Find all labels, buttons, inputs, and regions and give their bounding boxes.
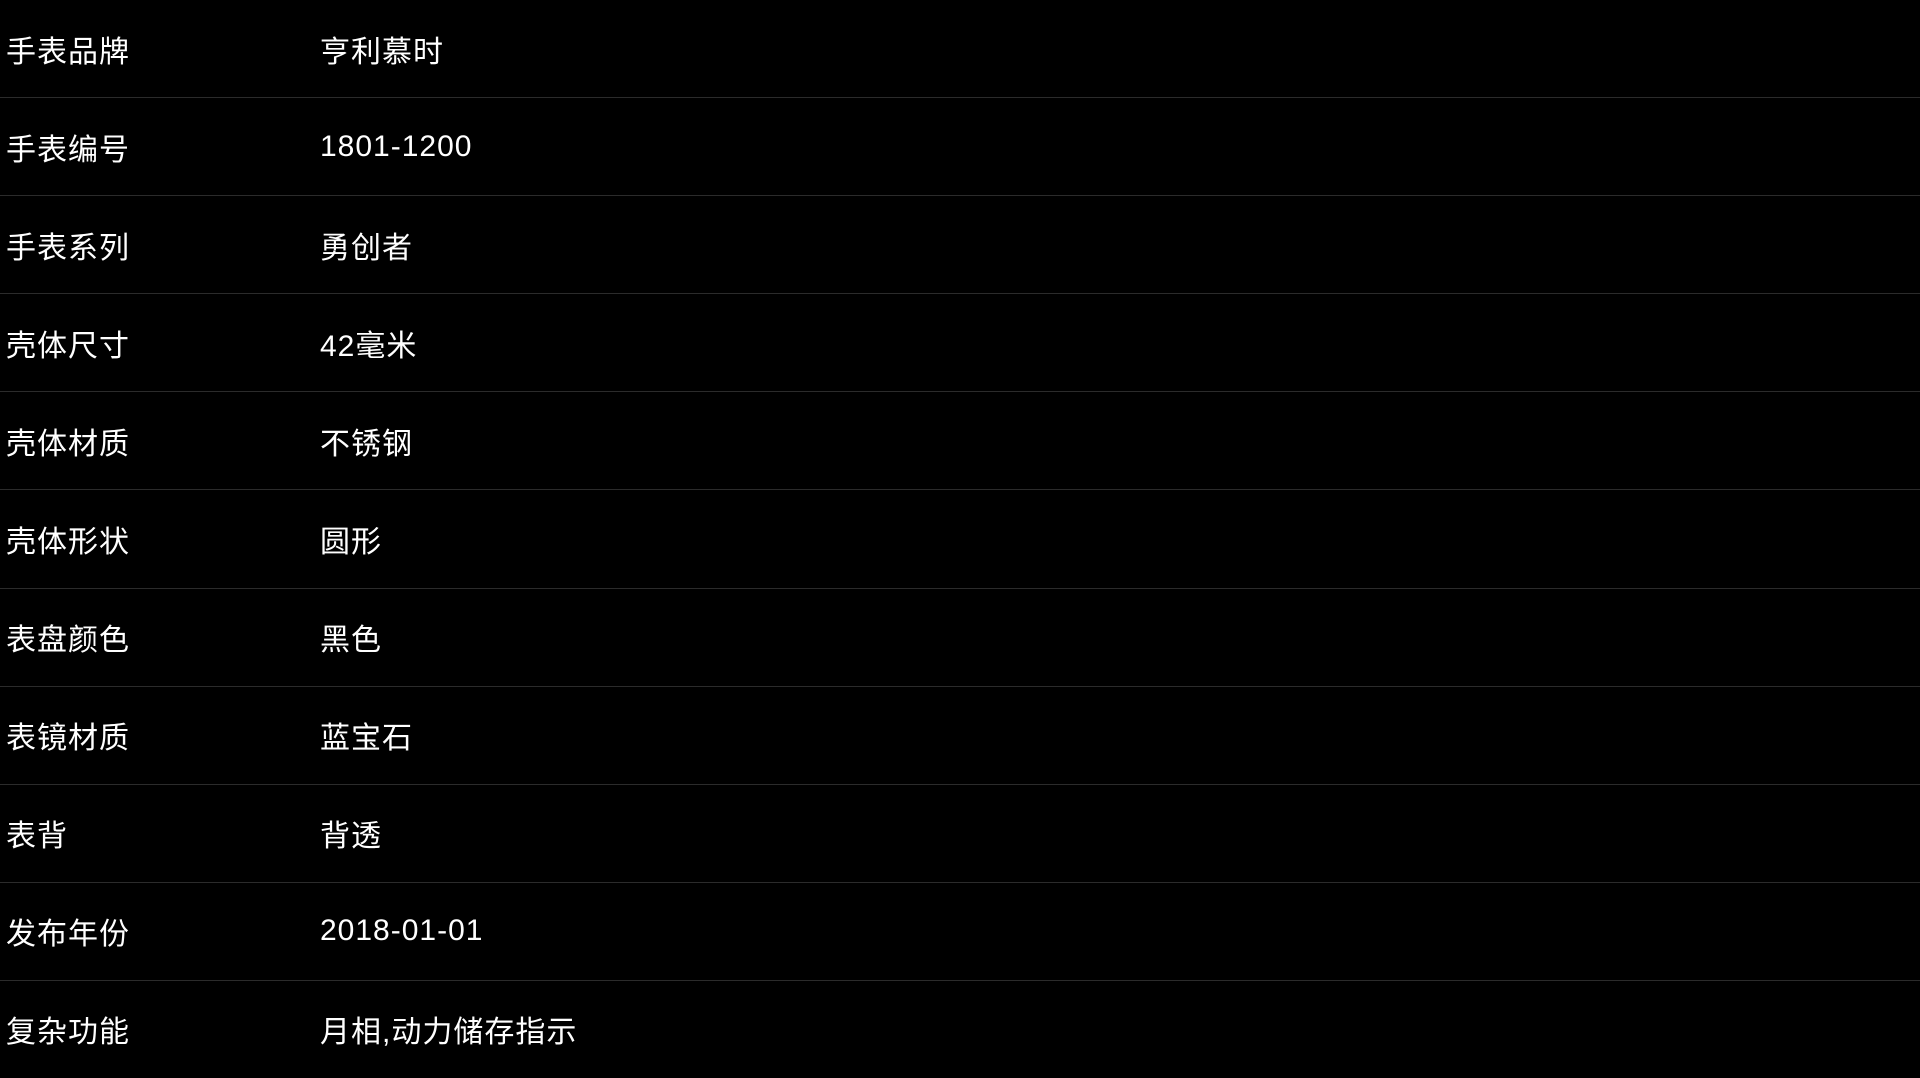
spec-value-8: 背透 — [300, 811, 382, 855]
spec-row-0: 手表品牌 亨利慕时 — [0, 0, 1920, 98]
spec-row-4: 壳体材质 不锈钢 — [0, 392, 1920, 490]
spec-row-9: 发布年份 2018-01-01 — [0, 883, 1920, 981]
spec-label-7: 表镜材质 — [0, 713, 300, 757]
spec-row-6: 表盘颜色 黑色 — [0, 589, 1920, 687]
spec-value-4: 不锈钢 — [300, 419, 413, 463]
spec-row-10: 复杂功能 月相,动力储存指示 — [0, 981, 1920, 1078]
spec-row-2: 手表系列 勇创者 — [0, 196, 1920, 294]
spec-value-10: 月相,动力储存指示 — [300, 1007, 577, 1051]
spec-value-7: 蓝宝石 — [300, 713, 413, 757]
spec-label-4: 壳体材质 — [0, 419, 300, 463]
spec-label-5: 壳体形状 — [0, 517, 300, 561]
spec-row-7: 表镜材质 蓝宝石 — [0, 687, 1920, 785]
spec-value-9: 2018-01-01 — [300, 914, 483, 948]
spec-label-0: 手表品牌 — [0, 27, 300, 71]
spec-label-1: 手表编号 — [0, 125, 300, 169]
watch-spec-table: 手表品牌 亨利慕时 手表编号 1801-1200 手表系列 勇创者 壳体尺寸 4… — [0, 0, 1920, 1078]
spec-label-10: 复杂功能 — [0, 1007, 300, 1051]
spec-row-1: 手表编号 1801-1200 — [0, 98, 1920, 196]
spec-value-6: 黑色 — [300, 615, 382, 659]
spec-value-0: 亨利慕时 — [300, 27, 444, 71]
spec-row-5: 壳体形状 圆形 — [0, 490, 1920, 588]
spec-label-2: 手表系列 — [0, 223, 300, 267]
spec-value-1: 1801-1200 — [300, 130, 472, 164]
spec-label-6: 表盘颜色 — [0, 615, 300, 659]
spec-value-3: 42毫米 — [300, 321, 417, 365]
spec-label-3: 壳体尺寸 — [0, 321, 300, 365]
spec-label-8: 表背 — [0, 811, 300, 855]
spec-row-3: 壳体尺寸 42毫米 — [0, 294, 1920, 392]
spec-label-9: 发布年份 — [0, 909, 300, 953]
spec-value-5: 圆形 — [300, 517, 382, 561]
spec-value-2: 勇创者 — [300, 223, 413, 267]
spec-row-8: 表背 背透 — [0, 785, 1920, 883]
